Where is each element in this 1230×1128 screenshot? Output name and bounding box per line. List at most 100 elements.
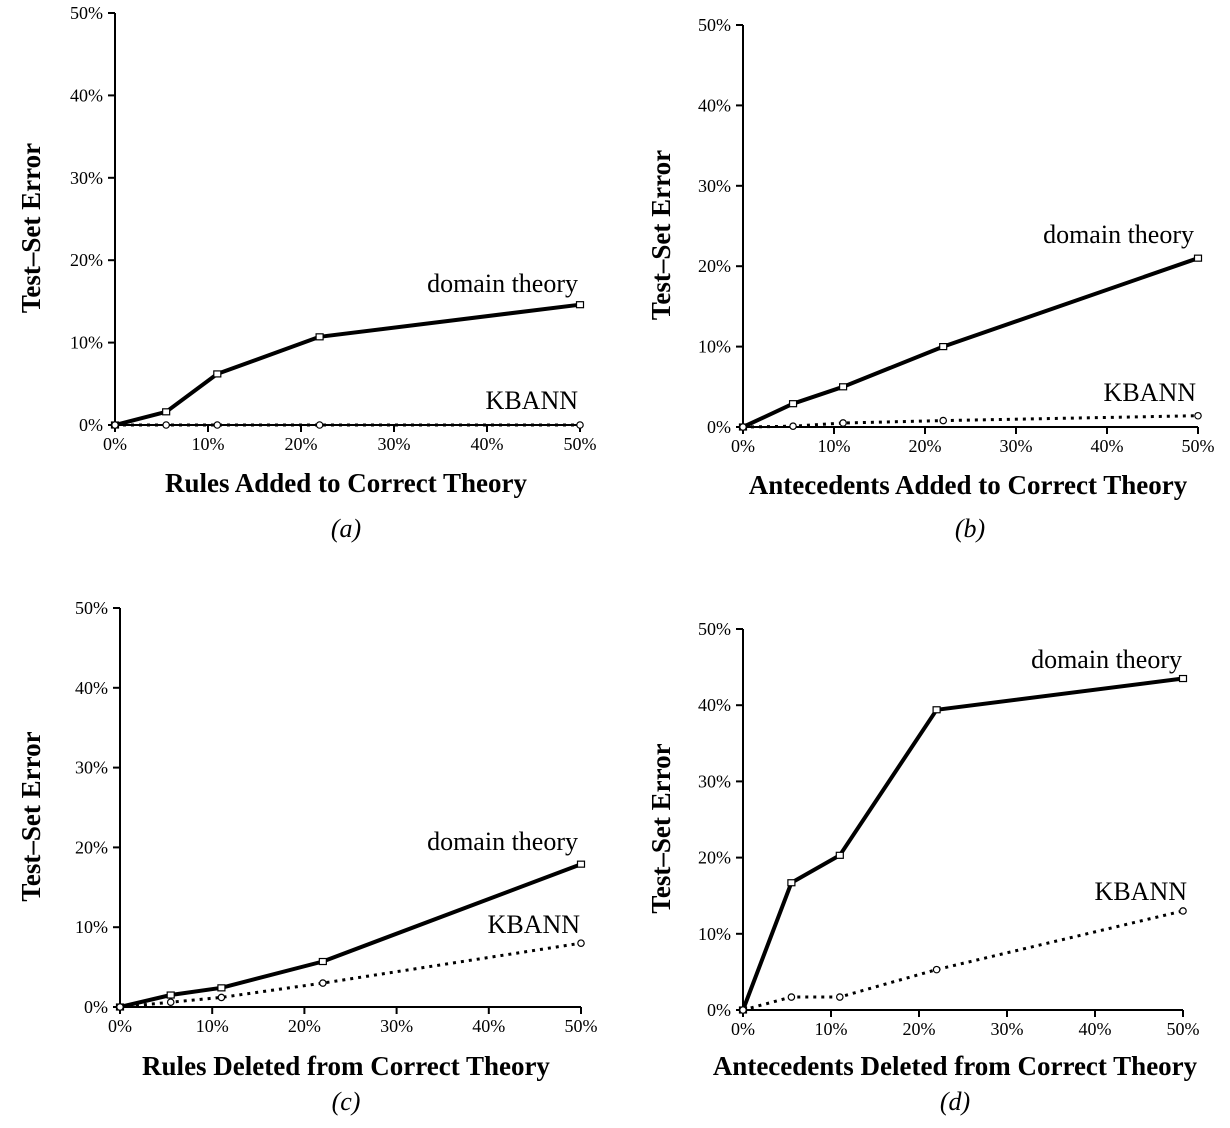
- y-tick-label: 10%: [698, 924, 731, 944]
- kbann-point: [576, 421, 584, 429]
- y-axis-label: Test–Set Error: [16, 143, 46, 313]
- x-tick-label: 50%: [564, 434, 597, 454]
- y-tick-label: 50%: [70, 3, 103, 23]
- y-axis-label: Test–Set Error: [16, 731, 46, 901]
- kbann-point: [939, 416, 948, 425]
- x-tick-label: 30%: [991, 1019, 1024, 1039]
- domain-theory-label: domain theory: [1043, 220, 1194, 249]
- panel-caption: (b): [955, 514, 985, 543]
- x-tick-label: 40%: [472, 1016, 505, 1036]
- y-tick-label: 0%: [79, 415, 103, 435]
- y-tick-label: 10%: [75, 917, 108, 937]
- domain-theory-point: [315, 333, 324, 341]
- x-axis-label: Rules Added to Correct Theory: [165, 468, 527, 498]
- x-tick-label: 20%: [285, 434, 318, 454]
- y-tick-label: 40%: [698, 695, 731, 715]
- x-axis-label: Rules Deleted from Correct Theory: [142, 1051, 550, 1081]
- y-tick-label: 30%: [75, 758, 108, 778]
- x-tick-label: 30%: [378, 434, 411, 454]
- domain-theory-label: domain theory: [1031, 645, 1182, 674]
- x-tick-label: 20%: [903, 1019, 936, 1039]
- y-tick-label: 10%: [698, 337, 731, 357]
- x-tick-label: 50%: [565, 1016, 598, 1036]
- domain-theory-series-line: [741, 676, 1184, 1011]
- x-tick-label: 30%: [1000, 436, 1033, 456]
- panel-caption: (a): [331, 514, 361, 543]
- x-tick-label: 10%: [192, 434, 225, 454]
- y-tick-label: 30%: [70, 168, 103, 188]
- kbann-point: [577, 939, 585, 947]
- kbann-label: KBANN: [488, 910, 581, 939]
- x-tick-label: 0%: [103, 434, 127, 454]
- kbann-point: [1179, 907, 1187, 915]
- kbann-point: [789, 422, 797, 430]
- kbann-point: [932, 965, 941, 974]
- domain-theory-point: [939, 343, 948, 351]
- kbann-point: [315, 421, 324, 429]
- domain-theory-point: [932, 706, 941, 714]
- domain-theory-label: domain theory: [427, 269, 578, 298]
- kbann-point: [111, 421, 119, 429]
- domain-theory-point: [318, 957, 327, 966]
- domain-theory-point: [166, 991, 175, 999]
- kbann-point: [839, 419, 847, 427]
- domain-theory-point: [787, 879, 796, 887]
- domain-theory-point: [1193, 254, 1203, 262]
- y-axis-label: Test–Set Error: [646, 743, 676, 913]
- y-tick-label: 30%: [698, 771, 731, 791]
- kbann-point: [213, 421, 222, 429]
- y-tick-label: 50%: [698, 619, 731, 639]
- x-tick-label: 0%: [731, 1019, 755, 1039]
- chart-panel-d: 0% 10% 20% 30% 40% 50% 0% 10% 20% 30% 40% 50% Antece…: [646, 619, 1200, 1116]
- panel-caption: (c): [332, 1087, 361, 1116]
- domain-theory-point: [576, 860, 586, 868]
- domain-theory-point: [788, 400, 798, 408]
- x-tick-label: 10%: [815, 1019, 848, 1039]
- y-tick-label: 40%: [70, 85, 103, 105]
- kbann-point: [835, 993, 844, 1001]
- y-tick-label: 20%: [698, 848, 731, 868]
- y-tick-label: 20%: [70, 250, 103, 270]
- y-tick-label: 50%: [75, 598, 108, 618]
- y-tick-label: 0%: [707, 1000, 731, 1020]
- x-tick-label: 40%: [1079, 1019, 1112, 1039]
- domain-theory-point: [575, 301, 585, 309]
- y-tick-label: 20%: [698, 256, 731, 276]
- kbann-point: [166, 998, 175, 1007]
- kbann-point: [739, 1006, 747, 1014]
- x-tick-label: 20%: [909, 436, 942, 456]
- kbann-label: KBANN: [486, 386, 579, 415]
- domain-theory-point: [838, 383, 848, 391]
- x-tick-label: 10%: [818, 436, 851, 456]
- x-tick-label: 50%: [1167, 1019, 1200, 1039]
- kbann-point: [162, 421, 170, 429]
- chart-panel-a: 0% 10% 20% 30% 40% 50% 0% 10% 20% 30% 40% 50% Rules …: [16, 3, 597, 543]
- kbann-label: KBANN: [1095, 877, 1188, 906]
- kbann-series-line: [742, 414, 1199, 429]
- y-tick-label: 30%: [698, 176, 731, 196]
- x-tick-label: 10%: [196, 1016, 229, 1036]
- x-axis-label: Antecedents Deleted from Correct Theory: [713, 1051, 1198, 1081]
- chart-panel-c: 0% 10% 20% 30% 40% 50% 0% 10% 20% 30% 40% 50% Rules …: [16, 598, 598, 1116]
- kbann-point: [739, 423, 747, 431]
- y-tick-label: 40%: [75, 678, 108, 698]
- chart-panel-b: 0% 10% 20% 30% 40% 50% 0% 10% 20% 30% 40% 50% Antece…: [646, 15, 1215, 543]
- x-axis-label: Antecedents Added to Correct Theory: [749, 470, 1188, 500]
- domain-theory-point: [1178, 674, 1188, 683]
- domain-theory-label: domain theory: [427, 827, 578, 856]
- y-tick-label: 0%: [707, 417, 731, 437]
- domain-theory-point: [162, 408, 171, 416]
- domain-theory-point: [217, 984, 226, 992]
- y-tick-label: 40%: [698, 95, 731, 115]
- x-tick-label: 30%: [380, 1016, 413, 1036]
- x-tick-label: 0%: [731, 436, 755, 456]
- kbann-point: [319, 979, 327, 987]
- kbann-point: [217, 993, 226, 1002]
- x-tick-label: 0%: [108, 1016, 132, 1036]
- x-tick-label: 40%: [1091, 436, 1124, 456]
- kbann-point: [1194, 411, 1202, 420]
- y-tick-label: 20%: [75, 837, 108, 857]
- kbann-series-line: [119, 941, 582, 1009]
- kbann-label: KBANN: [1104, 378, 1197, 407]
